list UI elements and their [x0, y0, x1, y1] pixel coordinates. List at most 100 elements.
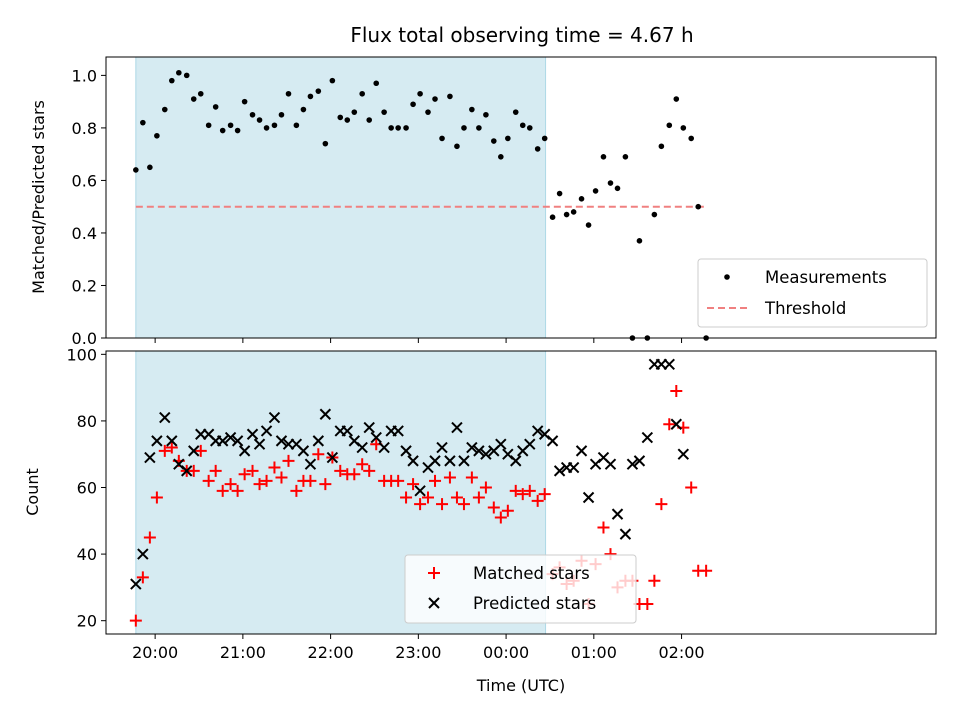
predicted-star-point	[473, 445, 485, 457]
predicted-star-point	[495, 438, 507, 450]
measurement-point	[622, 153, 629, 160]
predicted-star-point	[546, 435, 559, 447]
matched-star-point	[414, 498, 427, 511]
measurement-point	[293, 122, 300, 129]
legend-predicted-label: Predicted stars	[473, 594, 596, 613]
predicted-star-point	[407, 455, 419, 467]
matched-star-point	[648, 574, 661, 587]
measurement-point	[570, 209, 577, 215]
measurement-point	[205, 122, 212, 129]
matched-star-point	[253, 478, 266, 491]
measurement-point	[241, 98, 248, 105]
matched-star-point	[597, 521, 610, 534]
legend-predicted-marker	[428, 597, 440, 609]
matched-star-point	[209, 464, 222, 477]
x-axis-label: Time (UTC)	[476, 676, 565, 695]
measurement-point	[344, 117, 351, 123]
predicted-star-point	[370, 431, 382, 444]
measurement-point	[688, 135, 695, 142]
predicted-star-point	[260, 425, 273, 437]
predicted-star-point	[137, 548, 149, 560]
measurement-point	[556, 190, 563, 197]
measurement-point	[432, 96, 438, 102]
predicted-star-point	[510, 455, 522, 467]
measurement-point	[388, 125, 394, 131]
matched-star-point	[531, 494, 544, 507]
bottom-ylabel: Count	[23, 468, 42, 516]
legend-matched-label: Matched stars	[473, 564, 590, 583]
matched-star-point	[523, 484, 536, 497]
bottom-legend: Matched stars Predicted stars	[404, 554, 637, 624]
matched-star-point	[670, 384, 683, 397]
predicted-star-point	[326, 451, 339, 464]
measurement-point	[439, 135, 445, 142]
x-tick-label: 20:00	[132, 643, 178, 662]
matched-star-point	[268, 461, 281, 474]
matched-star-point	[363, 464, 376, 477]
measurement-point	[271, 122, 278, 129]
top-y-tick-label: 0.8	[72, 119, 97, 138]
matched-star-point	[538, 488, 551, 501]
top-ylabel: Matched/Predicted stars	[29, 100, 48, 294]
measurement-point	[461, 125, 467, 131]
measurement-point	[256, 117, 263, 123]
matched-star-point	[655, 498, 668, 511]
matched-star-point	[494, 511, 507, 524]
predicted-star-point	[253, 438, 266, 450]
measurement-point	[351, 109, 358, 115]
top-y-tick-label: 0.6	[72, 171, 97, 190]
measurement-point	[563, 211, 570, 218]
matched-star-point	[275, 471, 288, 484]
measurement-point	[534, 146, 541, 152]
measurement-point	[234, 127, 241, 134]
predicted-star-point	[238, 445, 251, 457]
top-panel: 0.0 0.2 0.4 0.6 0.8 1.0 Matched/Predicted sta…	[29, 56, 937, 348]
top-legend: Measurements Threshold	[697, 258, 928, 328]
measurement-point	[300, 106, 307, 113]
measurement-point	[263, 125, 270, 131]
predicted-star-point	[436, 441, 448, 454]
matched-star-point	[400, 491, 413, 504]
matched-star-point	[231, 484, 244, 497]
x-tick-label: 02:00	[659, 643, 705, 662]
predicted-star-point	[216, 435, 229, 447]
predicted-star-point	[458, 455, 470, 467]
matched-star-point	[516, 488, 529, 501]
predicted-star-point	[144, 451, 156, 464]
legend-matched-marker	[428, 567, 440, 579]
predicted-star-point	[444, 455, 456, 467]
top-y-tick-label: 0.0	[72, 329, 97, 348]
predicted-star-point	[480, 448, 492, 460]
matched-star-point	[194, 444, 207, 457]
measurement-point	[447, 93, 453, 100]
measurement-point	[491, 138, 497, 144]
chart-title: Flux total observing time = 4.67 h	[350, 23, 693, 47]
measurement-point	[614, 185, 621, 192]
measurement-point	[307, 93, 314, 100]
predicted-star-point	[619, 528, 632, 540]
predicted-star-point	[663, 358, 675, 371]
measurement-point	[673, 96, 680, 102]
predicted-star-point	[130, 578, 142, 590]
measurement-point	[425, 109, 431, 115]
measurement-point	[592, 188, 599, 194]
matched-star-point	[150, 491, 163, 504]
predicted-star-point	[567, 461, 580, 474]
measurement-point	[403, 125, 409, 131]
matched-star-point	[465, 471, 478, 484]
matched-star-point	[685, 481, 698, 494]
bottom-y-tick-label: 60	[77, 479, 97, 498]
measurement-point	[183, 72, 190, 79]
matched-star-point	[238, 468, 251, 481]
matched-star-point	[429, 474, 442, 487]
predicted-star-point	[159, 411, 171, 424]
measurement-point	[512, 109, 519, 115]
predicted-star-point	[231, 435, 244, 447]
predicted-star-point	[224, 431, 237, 444]
predicted-star-point	[378, 441, 390, 454]
x-tick-label: 23:00	[395, 643, 441, 662]
measurement-point	[519, 122, 526, 129]
predicted-star-point	[268, 411, 281, 424]
matched-star-point	[129, 614, 142, 627]
